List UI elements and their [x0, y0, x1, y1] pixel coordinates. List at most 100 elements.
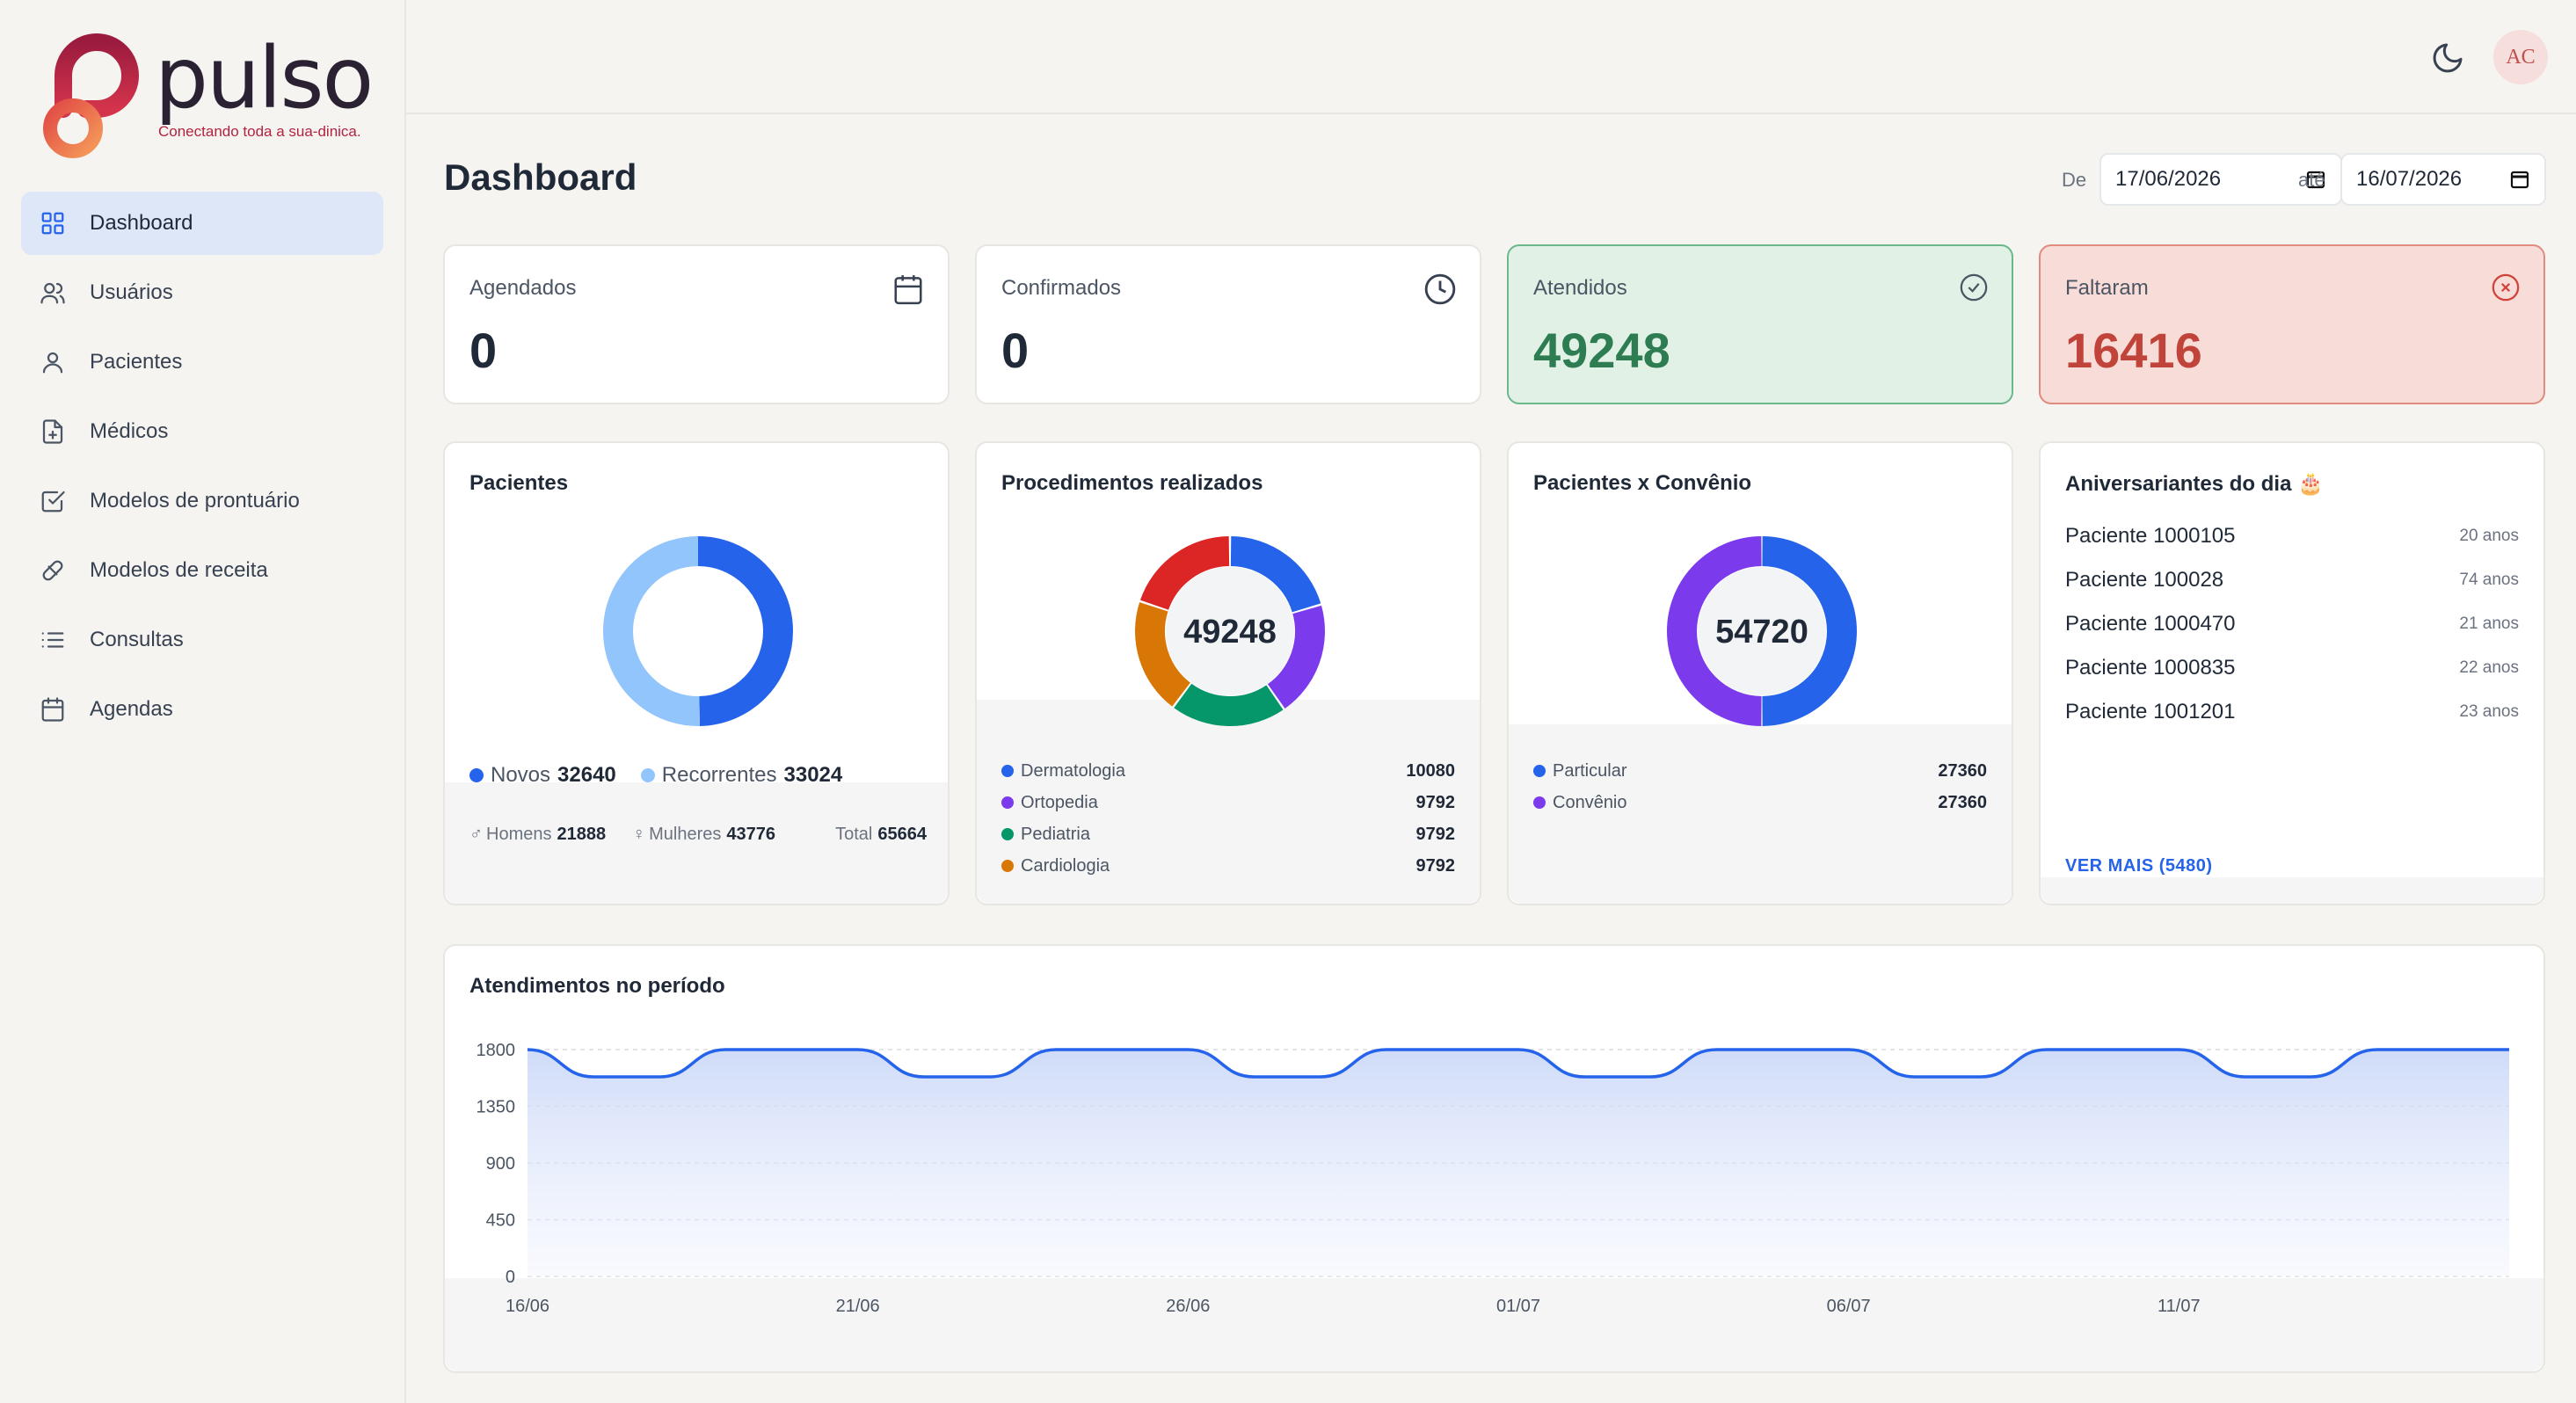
card-title: Atendimentos no período — [469, 974, 725, 998]
birthday-row[interactable]: Paciente 1001201 23 anos — [2065, 694, 2519, 730]
procedimentos-donut-chart: 49248 — [1135, 536, 1325, 726]
legend-label: Ortopedia — [1021, 792, 1098, 812]
user-avatar[interactable]: AC — [2493, 30, 2548, 84]
area-fill — [528, 1050, 2509, 1276]
check-circle-icon — [1960, 273, 1988, 302]
legend-row-pediatria: Pediatria 9792 — [1001, 821, 1455, 847]
mulheres-value: 43776 — [726, 825, 775, 844]
x-tick-label: 11/07 — [2158, 1297, 2201, 1316]
donut-slice-novos[interactable] — [697, 536, 794, 726]
legend-dot — [1001, 828, 1014, 840]
mulheres-label: Mulheres — [649, 825, 722, 844]
grid-icon — [39, 209, 67, 237]
total-label: Total — [835, 825, 873, 844]
user-icon — [39, 348, 67, 376]
sidebar-item-usuarios[interactable]: Usuários — [21, 261, 383, 324]
sidebar-nav: Dashboard Usuários Pacientes Médicos Mod… — [21, 192, 383, 747]
y-tick-label: 0 — [506, 1268, 515, 1287]
legend-value-novos: 32640 — [557, 763, 616, 787]
convenio-donut-chart: 54720 — [1667, 536, 1857, 726]
date-to-value: 16/07/2026 — [2356, 167, 2463, 191]
dark-mode-toggle-moon-icon[interactable] — [2430, 40, 2465, 76]
calendar-picker-icon[interactable] — [2509, 169, 2530, 190]
legend-dot — [1001, 860, 1014, 872]
card-footer-band — [977, 700, 1480, 904]
donut-slice-pediatria[interactable] — [1174, 683, 1284, 726]
birthday-row[interactable]: Paciente 1000835 22 anos — [2065, 651, 2519, 686]
x-tick-label: 21/06 — [836, 1297, 880, 1316]
sidebar-item-label: Dashboard — [90, 211, 193, 235]
legend-row-ortopedia: Ortopedia 9792 — [1001, 789, 1455, 816]
clock-icon — [1424, 273, 1456, 305]
sidebar-item-medicos[interactable]: Médicos — [21, 400, 383, 463]
donut-slice-dermatologia[interactable] — [1230, 536, 1321, 613]
sidebar-item-consultas[interactable]: Consultas — [21, 608, 383, 672]
birthday-name: Paciente 1000835 — [2065, 656, 2236, 680]
legend-row-particular: Particular 27360 — [1533, 758, 1987, 784]
sidebar-item-agendas[interactable]: Agendas — [21, 678, 383, 741]
date-from-label: De — [2062, 169, 2087, 191]
donut-slice-outros[interactable] — [1139, 536, 1230, 611]
y-tick-label: 900 — [486, 1154, 515, 1174]
date-to-input[interactable]: 16/07/2026 — [2340, 153, 2546, 206]
file-plus-icon — [39, 418, 67, 446]
legend-value: 10080 — [1406, 760, 1455, 781]
sidebar-item-label: Pacientes — [90, 350, 183, 374]
brand-name: pulso — [155, 29, 374, 127]
stat-value: 0 — [469, 323, 498, 378]
x-circle-icon — [2492, 273, 2520, 302]
legend-label: Dermatologia — [1021, 760, 1125, 781]
stat-label: Atendidos — [1533, 276, 1627, 300]
legend-label-novos: Novos — [491, 763, 551, 787]
card-title: Pacientes x Convênio — [1533, 471, 1752, 495]
birthday-row[interactable]: Paciente 1000105 20 anos — [2065, 519, 2519, 554]
birthday-name: Paciente 100028 — [2065, 568, 2224, 592]
page-title: Dashboard — [444, 156, 637, 198]
stat-value: 16416 — [2065, 323, 2202, 378]
legend-label: Cardiologia — [1021, 855, 1110, 876]
stat-value: 0 — [1001, 323, 1030, 378]
date-to-label: até — [2298, 169, 2325, 191]
pulso-logo-icon — [43, 33, 139, 158]
birthday-name: Paciente 1000105 — [2065, 524, 2236, 548]
stat-card-agendados: Agendados 0 — [443, 244, 950, 404]
birthday-row[interactable]: Paciente 1000470 21 anos — [2065, 607, 2519, 642]
sidebar: pulso Conectando toda a sua-dinica. Dash… — [0, 0, 406, 1403]
donut-slice-cardiologia[interactable] — [1135, 602, 1191, 707]
legend-dot — [1533, 796, 1546, 809]
calendar-icon — [894, 275, 922, 305]
aniversariantes-card: Aniversariantes do dia 🎂 Paciente 100010… — [2039, 441, 2545, 905]
see-more-link[interactable]: VER MAIS (5480) — [2065, 856, 2213, 876]
legend-label-recorrentes: Recorrentes — [661, 763, 777, 787]
x-tick-label: 01/07 — [1496, 1297, 1540, 1316]
sidebar-item-modelos-receita[interactable]: Modelos de receita — [21, 539, 383, 602]
birthday-row[interactable]: Paciente 100028 74 anos — [2065, 563, 2519, 598]
birthday-name: Paciente 1000470 — [2065, 612, 2236, 636]
sidebar-item-label: Usuários — [90, 280, 173, 304]
sidebar-item-dashboard[interactable]: Dashboard — [21, 192, 383, 255]
donut-center-disc — [1166, 567, 1294, 695]
sidebar-item-modelos-prontuario[interactable]: Modelos de prontuário — [21, 469, 383, 533]
brand-logo[interactable]: pulso Conectando toda a sua-dinica. — [33, 30, 385, 162]
legend-dot — [1001, 765, 1014, 777]
donut-slice-particular[interactable] — [1761, 536, 1857, 726]
female-icon: ♀ — [632, 825, 646, 844]
legend-value: 9792 — [1415, 855, 1456, 876]
sidebar-item-pacientes[interactable]: Pacientes — [21, 331, 383, 394]
card-title: Pacientes — [469, 471, 569, 495]
legend-label: Convênio — [1553, 792, 1627, 812]
donut-slice-ortopedia[interactable] — [1267, 605, 1325, 709]
checkbox-icon — [39, 487, 67, 515]
pacientes-card: Pacientes Novos 32640 Recorrentes 33024 … — [443, 441, 950, 905]
y-tick-label: 450 — [486, 1211, 515, 1231]
donut-slice-convenio[interactable] — [1667, 536, 1763, 726]
sidebar-item-label: Modelos de prontuário — [90, 489, 300, 512]
calendar-picker-icon[interactable] — [2305, 169, 2326, 190]
legend-dot-novos — [469, 768, 484, 782]
date-from-input[interactable]: 17/06/2026 — [2099, 153, 2342, 206]
donut-slice-recorrentes[interactable] — [603, 536, 700, 726]
series-line-atendimentos[interactable] — [527, 1048, 2509, 1079]
legend-dot — [1001, 796, 1014, 809]
birthday-name: Paciente 1001201 — [2065, 700, 2236, 723]
birthday-age: 20 anos — [2459, 527, 2519, 545]
